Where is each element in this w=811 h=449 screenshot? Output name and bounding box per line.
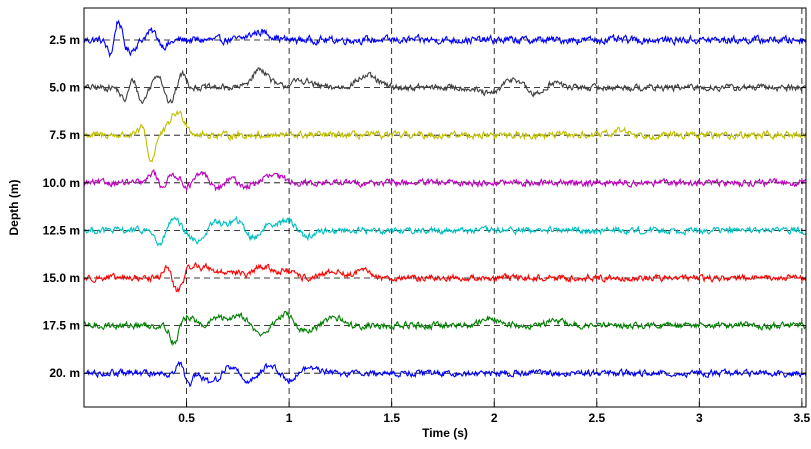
ticks-layer: 0.5 1 1.5 2 2.5 3 3.5 2.5 m 5.0 m 7.5 m 10.0 m 12.5… (43, 33, 811, 425)
y-tick-label: 15.0 m (43, 271, 80, 285)
series-trace (83, 310, 807, 347)
series-layer (83, 19, 807, 388)
x-tick-label: 3.5 (794, 411, 811, 425)
y-axis-label: Depth (m) (7, 180, 21, 236)
x-tick-label: 1 (286, 411, 293, 425)
x-tick-label: 0.5 (178, 411, 195, 425)
series-trace (83, 19, 807, 59)
y-tick-label: 20. m (49, 366, 80, 380)
series-trace (83, 66, 807, 105)
y-tick-label: 17.5 m (43, 319, 80, 333)
plot-frame (83, 7, 807, 408)
series-trace (83, 360, 807, 388)
y-tick-label: 2.5 m (49, 33, 80, 47)
y-tick-label: 10.0 m (43, 176, 80, 190)
x-tick-label: 1.5 (383, 411, 400, 425)
series-trace (83, 109, 807, 163)
series-trace (83, 168, 807, 192)
grid-layer (84, 8, 806, 407)
y-tick-label: 12.5 m (43, 223, 80, 237)
y-tick-label: 7.5 m (49, 128, 80, 142)
series-trace (83, 262, 807, 293)
x-tick-label: 2.5 (588, 411, 605, 425)
x-axis-label: Time (s) (422, 426, 468, 440)
y-tick-label: 5.0 m (49, 81, 80, 95)
series-trace (83, 215, 807, 247)
x-tick-label: 3 (696, 411, 703, 425)
x-tick-label: 2 (491, 411, 498, 425)
